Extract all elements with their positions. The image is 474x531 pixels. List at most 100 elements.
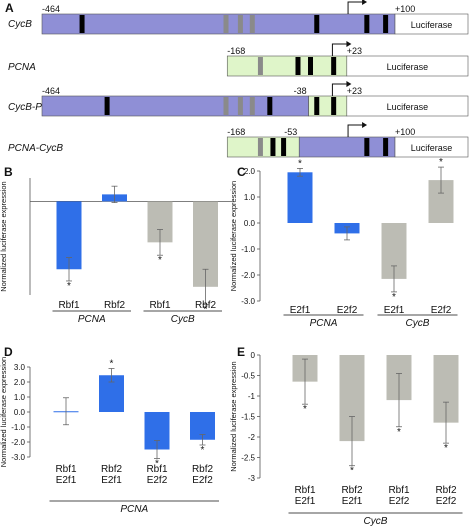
panel-d-category-label-line2: E2f1 — [56, 475, 77, 486]
promoter-row-cycb-pcna-light-site — [237, 97, 243, 115]
panel-b-category-label: Rbf2 — [104, 300, 126, 311]
panel-e-significance-asterisk: * — [303, 404, 307, 415]
panel-d-category-label-line2: E2f2 — [192, 475, 213, 486]
panel-b-significance-asterisk: * — [67, 281, 71, 292]
panel-d-category-label-line2: E2f2 — [147, 475, 168, 486]
panel-e-letter: E — [237, 345, 245, 359]
panel-b-significance-asterisk: * — [204, 304, 208, 315]
panel-c-bar — [287, 172, 313, 223]
promoter-row-pcna-cycb-dark-site — [281, 138, 287, 156]
panel-b-category-label: Rbf2 — [195, 300, 217, 311]
promoter-row-pcna-coordinate-label: -168 — [227, 46, 245, 56]
panel-d-y-axis-title: Normalized luciferase expression — [0, 357, 8, 467]
panel-d-letter: D — [4, 345, 13, 359]
promoter-row-cycb-cycb-segment — [41, 13, 396, 35]
promoter-row-cycb-pcna-luciferase-box — [346, 95, 469, 117]
promoter-row-pcna-light-site — [257, 57, 263, 75]
promoter-row-pcna-cycb-luciferase-label: Luciferase — [411, 143, 453, 153]
panel-e-y-tick-label: -2.5 — [241, 454, 255, 463]
promoter-row-cycb-light-site — [249, 15, 255, 33]
panel-c-y-tick-label: -1.0 — [241, 245, 255, 254]
panel-e-y-tick-label: -3 — [248, 474, 256, 483]
panel-b-letter: B — [4, 165, 13, 179]
promoter-row-pcna-cycb-coordinate-label: -168 — [227, 127, 245, 137]
panel-d-category-label: Rbf1 — [55, 464, 77, 475]
panel-e-y-tick-label: 0 — [251, 351, 256, 360]
promoter-row-pcna-name: PCNA — [8, 62, 36, 73]
panel-b-significance-asterisk: * — [158, 255, 162, 266]
panel-c-letter: C — [237, 165, 246, 179]
panel-e-significance-asterisk: * — [397, 427, 401, 438]
panel-b-category-label: Rbf1 — [149, 300, 171, 311]
promoter-row-pcna-cycb-dark-site — [364, 138, 370, 156]
promoter-row-pcna-cycb-light-site — [257, 138, 263, 156]
panel-e-y-tick-label: -0.5 — [241, 372, 255, 381]
panel-c-y-tick-label: 1.0 — [244, 193, 256, 202]
panel-e-y-axis-title: Normalized luciferase expression — [229, 361, 238, 471]
panel-b-y-axis-title: Normalized luciferase expression — [0, 181, 8, 291]
promoter-constructs-panel: A CycB Luciferase -464 +100 PCNA Luciferase -1… — [5, 0, 469, 158]
panel-d-significance-asterisk: * — [201, 445, 205, 456]
panel-e-y-tick-label: -2 — [248, 433, 256, 442]
panel-e-category-label-line2: E2f2 — [389, 496, 410, 507]
promoter-row-cycb-dark-site — [314, 15, 320, 33]
promoter-row-cycb-pcna-name: CycB-PCNA — [8, 102, 63, 113]
promoter-row-pcna-luciferase-box — [346, 55, 469, 77]
promoter-row-pcna-cycb-dark-site — [270, 138, 276, 156]
panel-c-group-label: PCNA — [310, 318, 338, 329]
promoter-row-cycb-tss-arrowhead — [362, 0, 368, 5]
panel-e-category-label-line2: E2f1 — [295, 496, 316, 507]
panel-e-y-tick-label: -1.5 — [241, 413, 255, 422]
panel-b-group-label: PCNA — [78, 314, 106, 325]
panel-d-y-tick-label: -1.0 — [11, 423, 25, 432]
panel-e-group-label: CycB — [364, 516, 388, 527]
promoter-row-cycb-light-site — [223, 15, 229, 33]
promoter-row-cycb-name: CycB — [8, 19, 32, 30]
panel-c-significance-asterisk: * — [392, 292, 396, 303]
panel-d-y-tick-label: 1.0 — [14, 393, 26, 402]
panel-b-group-label: CycB — [171, 314, 195, 325]
panel-e-significance-asterisk: * — [350, 466, 354, 477]
promoter-row-cycb-pcna-luciferase-label: Luciferase — [387, 102, 429, 112]
promoter-row-pcna-cycb-coordinate-label: +100 — [395, 127, 415, 137]
panel-b-chart: B Normalized luciferase expression * Rbf1 Rb… — [0, 165, 232, 325]
panel-e-significance-asterisk: * — [444, 443, 448, 454]
panel-c-y-tick-label: -3.0 — [241, 297, 255, 306]
promoter-row-cycb-pcna-dark-site — [331, 97, 337, 115]
promoter-row-cycb-light-site — [237, 15, 243, 33]
promoter-row-cycb-coordinate-label: -464 — [42, 4, 60, 14]
promoter-row-cycb-pcna-dark-site — [314, 97, 320, 115]
promoter-row-cycb-pcna-light-site — [249, 97, 255, 115]
panel-d-category-label: Rbf1 — [146, 464, 168, 475]
promoter-row-cycb-luciferase-box — [394, 13, 469, 35]
panel-b-category-label: Rbf1 — [58, 300, 80, 311]
panel-e-category-label: Rbf1 — [388, 485, 410, 496]
promoter-row-pcna-cycb-tss-arrowhead — [362, 122, 368, 128]
panel-c-y-tick-label: 2.0 — [244, 167, 256, 176]
panel-d-y-tick-label: 3.0 — [14, 363, 26, 372]
panel-d-y-tick-label: 2.0 — [14, 378, 26, 387]
promoter-row-pcna-cycb-coordinate-label: -53 — [284, 127, 297, 137]
promoter-row-pcna-cycb-pcna-segment — [226, 136, 300, 158]
panel-c-category-label: E2f1 — [290, 305, 311, 316]
panel-c-group-label: CycB — [406, 318, 430, 329]
promoter-row-cycb-pcna-tss-arrow — [331, 83, 347, 96]
panel-c-y-tick-label: -2.0 — [241, 271, 255, 280]
panel-d-group-label: PCNA — [120, 504, 148, 515]
panel-d-category-label: Rbf2 — [192, 464, 214, 475]
promoter-row-pcna-tss-arrowhead — [346, 41, 352, 47]
promoter-row-cycb-pcna-coordinate-label: -464 — [42, 86, 60, 96]
promoter-row-pcna-cycb-name: PCNA-CycB — [8, 143, 63, 154]
panel-d-category-label: Rbf2 — [101, 464, 123, 475]
panel-c-category-label: E2f2 — [337, 305, 358, 316]
panel-e-category-label-line2: E2f2 — [436, 496, 457, 507]
panel-a-letter: A — [5, 1, 14, 15]
promoter-row-cycb-pcna-dark-site — [104, 97, 110, 115]
panel-e-category-label: Rbf1 — [294, 485, 316, 496]
panel-d-significance-asterisk: * — [155, 459, 159, 470]
panel-c-category-label: E2f2 — [431, 305, 452, 316]
promoter-row-cycb-dark-site — [79, 15, 85, 33]
panel-e-category-label: Rbf2 — [435, 485, 457, 496]
